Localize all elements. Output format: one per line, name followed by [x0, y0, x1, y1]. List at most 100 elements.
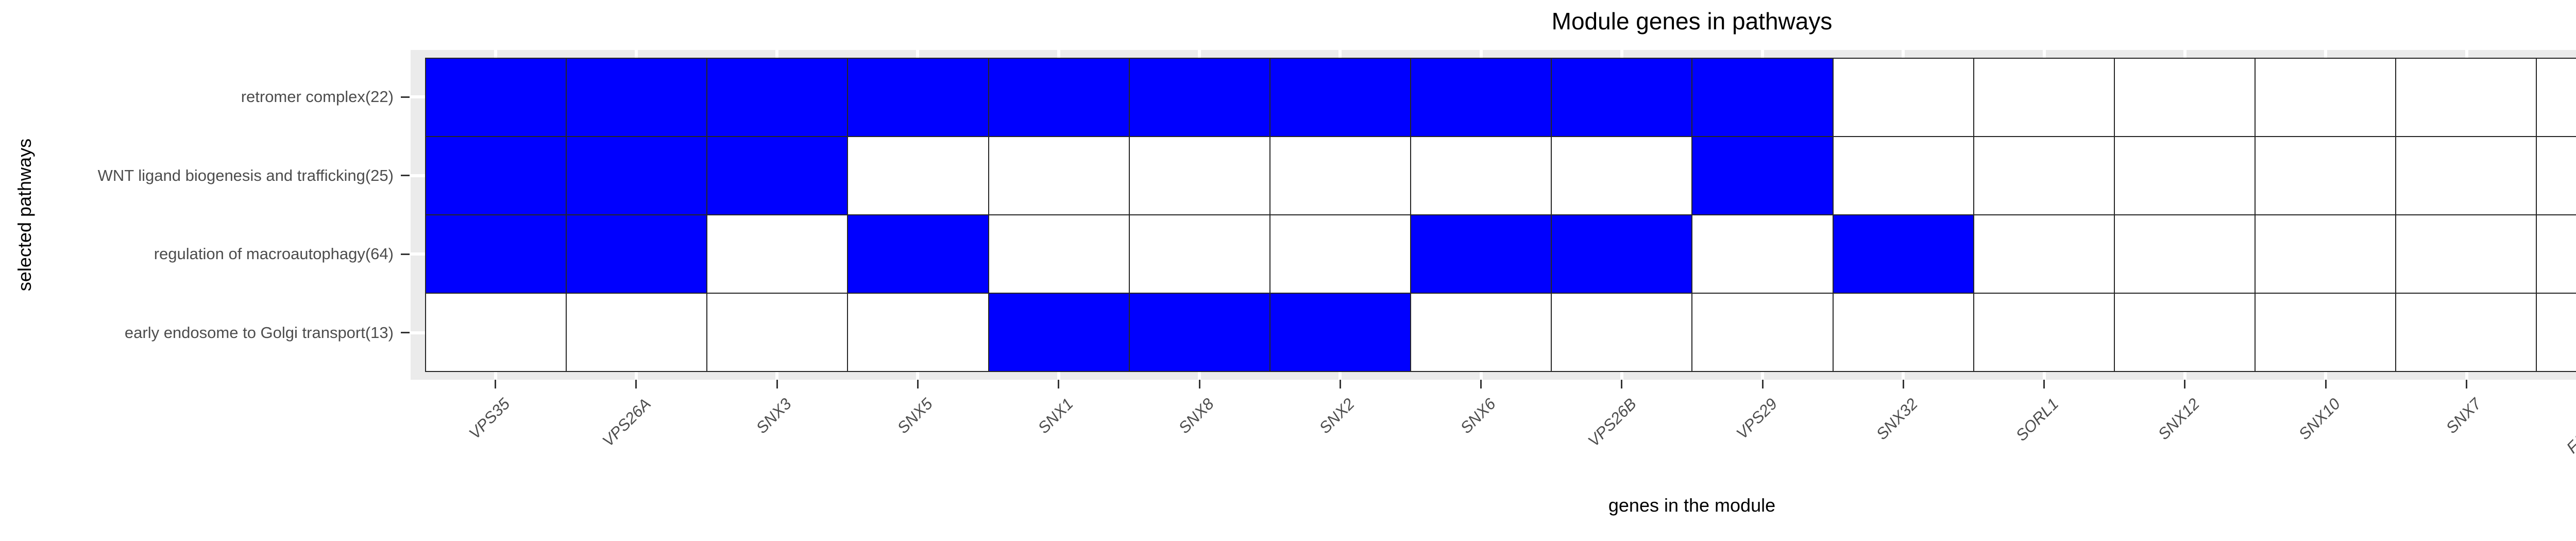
heatmap-cell	[989, 137, 1129, 214]
heatmap-cell	[1552, 294, 1692, 371]
y-tick	[401, 96, 410, 98]
heatmap-cell	[426, 215, 566, 293]
x-tick	[917, 380, 919, 388]
y-tick-label: WNT ligand biogenesis and trafficking(25…	[97, 166, 394, 184]
x-tick	[1902, 380, 1904, 388]
x-tick-label: VPS35	[465, 395, 514, 443]
heatmap-cell	[2396, 294, 2536, 371]
heatmap-cell	[2256, 215, 2396, 293]
heatmap-panel	[411, 50, 2576, 380]
heatmap-cell	[707, 59, 848, 136]
heatmap-cell	[567, 215, 707, 293]
x-tick	[1198, 380, 1200, 388]
x-tick-label: SNX5	[893, 395, 936, 437]
heatmap-cell	[2256, 137, 2396, 214]
x-tick-label: VPS26A	[599, 395, 654, 450]
x-tick-label: SNX2	[1316, 395, 1359, 437]
x-tick-label: VPS26B	[1584, 395, 1640, 450]
heatmap-cell	[1270, 59, 1411, 136]
heatmap-cell	[1129, 137, 1269, 214]
x-tick-label: SORL1	[2012, 395, 2062, 445]
x-tick-label: SNX32	[1872, 395, 1922, 444]
heatmap-cell	[848, 215, 988, 293]
x-tick	[1621, 380, 1623, 388]
heatmap-cell	[2256, 59, 2396, 136]
heatmap-cell	[848, 294, 988, 371]
heatmap-cell	[1833, 59, 1973, 136]
x-tick-label: SNX10	[2295, 395, 2344, 444]
heatmap-cell	[1692, 215, 1833, 293]
heatmap-cell	[1552, 137, 1692, 214]
y-tick	[401, 175, 410, 177]
heatmap-cell	[1129, 294, 1269, 371]
heatmap-cell	[989, 215, 1129, 293]
heatmap-cell	[1974, 137, 2114, 214]
heatmap-cell	[989, 59, 1129, 136]
heatmap-cell	[2537, 215, 2576, 293]
y-axis-title: selected pathways	[14, 138, 35, 292]
heatmap-cell	[848, 137, 988, 214]
heatmap-cell	[1974, 294, 2114, 371]
y-tick	[401, 332, 410, 334]
x-tick-label: FAM129B	[2563, 395, 2576, 457]
heatmap-cell	[1411, 215, 1551, 293]
x-tick	[776, 380, 778, 388]
heatmap-cell	[848, 59, 988, 136]
heatmap-cell	[1129, 59, 1269, 136]
heatmap-cell	[2114, 59, 2255, 136]
heatmap-cell	[2537, 137, 2576, 214]
heatmap-cell	[1411, 137, 1551, 214]
heatmap-cell	[567, 137, 707, 214]
x-tick-label: SNX3	[752, 395, 795, 437]
y-tick-label: regulation of macroautophagy(64)	[154, 245, 394, 263]
heatmap-cell	[2396, 215, 2536, 293]
x-tick-label: VPS29	[1732, 395, 1781, 443]
heatmap-cell	[1411, 294, 1551, 371]
heatmap-cell	[2537, 294, 2576, 371]
x-tick	[2466, 380, 2468, 388]
heatmap-tiles	[425, 58, 2576, 372]
x-tick	[1761, 380, 1764, 388]
heatmap-cell	[1974, 59, 2114, 136]
heatmap-cell	[1552, 59, 1692, 136]
heatmap-cell	[2114, 215, 2255, 293]
x-tick-label: SNX1	[1034, 395, 1077, 437]
y-tick-label: retromer complex(22)	[241, 88, 394, 106]
x-tick	[495, 380, 497, 388]
heatmap-cell	[1270, 294, 1411, 371]
x-tick-label: SNX6	[1456, 395, 1499, 437]
y-tick-label: early endosome to Golgi transport(13)	[124, 323, 394, 342]
heatmap-cell	[989, 294, 1129, 371]
heatmap-cell	[426, 59, 566, 136]
x-tick	[2325, 380, 2327, 388]
x-tick-label: SNX7	[2442, 395, 2485, 437]
heatmap-cell	[1270, 215, 1411, 293]
heatmap-cell	[1692, 294, 1833, 371]
chart-title: Module genes in pathways	[1551, 8, 1833, 35]
heatmap-cell	[2396, 59, 2536, 136]
x-tick	[2184, 380, 2186, 388]
heatmap-cell	[1411, 59, 1551, 136]
x-tick	[635, 380, 637, 388]
heatmap-cell	[707, 294, 848, 371]
heatmap-cell	[707, 137, 848, 214]
x-tick	[1480, 380, 1482, 388]
heatmap-cell	[1833, 137, 1973, 214]
heatmap-cell	[1692, 137, 1833, 214]
x-tick	[1058, 380, 1060, 388]
heatmap-cell	[426, 137, 566, 214]
x-tick	[1339, 380, 1341, 388]
heatmap-cell	[1833, 215, 1973, 293]
heatmap-cell	[1692, 59, 1833, 136]
heatmap-cell	[1129, 215, 1269, 293]
heatmap-cell	[2256, 294, 2396, 371]
heatmap-cell	[1552, 215, 1692, 293]
heatmap-cell	[2537, 59, 2576, 136]
heatmap-cell	[2114, 137, 2255, 214]
x-tick-label: SNX12	[2154, 395, 2203, 444]
x-axis-title: genes in the module	[1608, 495, 1776, 516]
x-tick	[2043, 380, 2045, 388]
heatmap-cell	[707, 215, 848, 293]
heatmap-cell	[2396, 137, 2536, 214]
